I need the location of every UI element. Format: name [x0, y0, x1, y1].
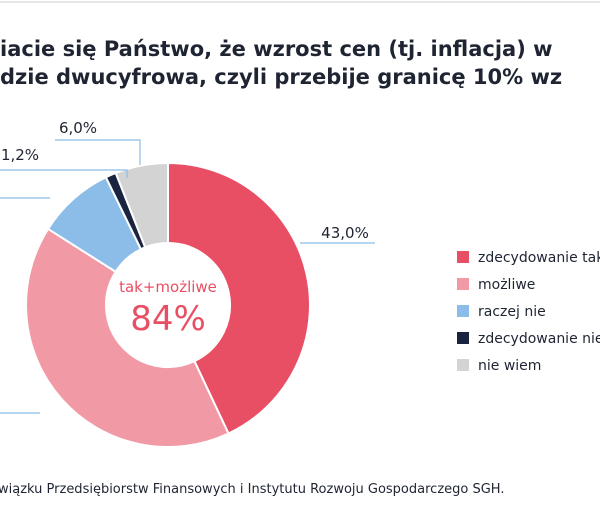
legend-label: zdecydowanie tak [478, 250, 600, 266]
legend-label: zdecydowanie nie [478, 331, 600, 347]
value-label: 1,2% [1, 146, 39, 164]
legend-label: możliwe [478, 277, 535, 293]
chart-title: iacie się Państwo, że wzrost cen (tj. in… [0, 37, 553, 61]
donut-slice [114, 161, 169, 249]
legend-label: nie wiem [478, 358, 541, 374]
donut-slice [25, 227, 230, 448]
leader-line [0, 169, 128, 178]
legend-swatch [457, 332, 469, 344]
legend-swatch [457, 359, 469, 371]
source: wiązku Przedsiębiorstw Finansowych i Ins… [0, 482, 504, 497]
legend-label: raczej nie [478, 304, 546, 320]
value-label: 6,0% [59, 119, 97, 137]
center-label: tak+możliwe [119, 278, 217, 296]
leader-line [55, 139, 141, 165]
center-value: 84% [130, 299, 206, 339]
legend-swatch [457, 251, 469, 263]
chart-title: dzie dwucyfrowa, czyli przebije granicę … [0, 65, 562, 89]
legend-swatch [457, 305, 469, 317]
legend-swatch [457, 278, 469, 290]
value-label: 43,0% [321, 224, 369, 242]
donut-slice [167, 161, 311, 435]
